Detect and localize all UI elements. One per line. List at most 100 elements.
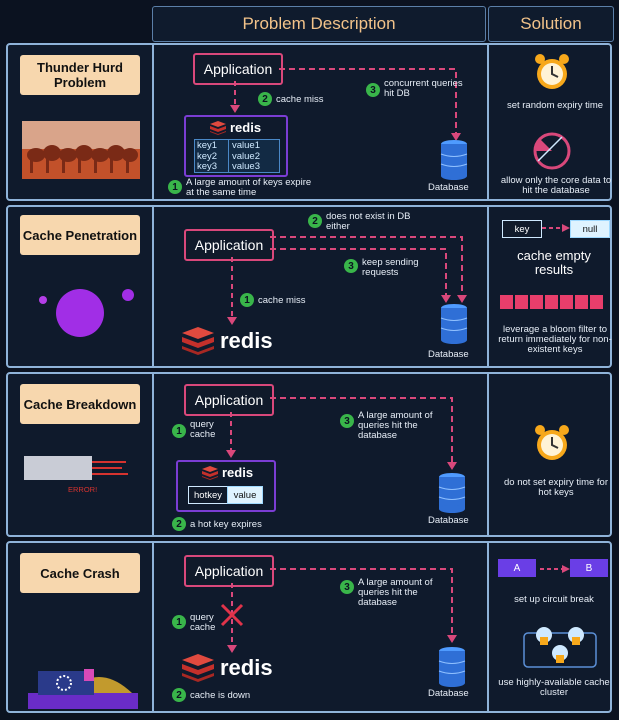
row-title: Thunder Hurd Problem bbox=[20, 55, 140, 95]
pie-filter-icon bbox=[533, 132, 571, 170]
row-title-text: Thunder Hurd Problem bbox=[37, 60, 123, 90]
step-2-badge: 2 bbox=[308, 214, 322, 228]
penetration-illustration bbox=[39, 289, 134, 337]
step-2-text: cache miss bbox=[276, 94, 324, 105]
column-divider bbox=[487, 374, 489, 535]
step-1-text: cache miss bbox=[258, 295, 306, 306]
redis-cache-box: redis key1 key2 key3 value1 value2 value… bbox=[184, 115, 288, 177]
arrows bbox=[226, 397, 457, 470]
database-label: Database bbox=[428, 349, 469, 360]
database-icon bbox=[438, 473, 466, 513]
column-divider bbox=[152, 543, 154, 711]
column-divider bbox=[487, 207, 489, 366]
step-3-badge: 3 bbox=[366, 83, 380, 97]
error-label: ERROR! bbox=[68, 485, 98, 494]
redis-icon bbox=[210, 121, 226, 135]
application-box: Application bbox=[184, 384, 274, 416]
arrow bbox=[542, 224, 570, 232]
step-2-badge: 2 bbox=[258, 92, 272, 106]
redis-icon bbox=[202, 466, 218, 480]
step-3-text: concurrent queries hit DB bbox=[384, 78, 463, 99]
step-3-badge: 3 bbox=[340, 414, 354, 428]
row-thunder-herd: Thunder Hurd Problem Application 2 cache… bbox=[6, 43, 612, 201]
kv-key: key3 bbox=[197, 161, 218, 172]
column-divider bbox=[152, 374, 154, 535]
row-title-text: Cache Penetration bbox=[22, 227, 138, 243]
database-label: Database bbox=[428, 688, 469, 699]
solution-text: do not set expiry time for hot keys bbox=[503, 477, 609, 498]
key-box: key bbox=[502, 220, 542, 238]
application-label: Application bbox=[194, 237, 264, 253]
step-2-badge: 2 bbox=[172, 688, 186, 702]
arrows bbox=[220, 568, 457, 653]
arrow bbox=[540, 565, 570, 573]
step-1-text: query cache bbox=[190, 419, 216, 440]
arrows bbox=[230, 68, 461, 141]
alarm-clock-icon bbox=[535, 425, 569, 460]
step-3-text: A large amount of queries hit the databa… bbox=[358, 577, 433, 608]
solution-text: allow only the core data to hit the data… bbox=[500, 175, 612, 196]
step-1-text: A large amount of keys expire at the sam… bbox=[186, 177, 312, 198]
kv-value: value2 bbox=[232, 151, 260, 162]
step-2-text: cache is down bbox=[190, 690, 251, 701]
step-1-text: query cache bbox=[190, 612, 216, 633]
crash-illustration bbox=[28, 669, 138, 709]
solution-text: set up circuit break bbox=[514, 594, 594, 605]
step-1-badge: 1 bbox=[172, 424, 186, 438]
node-a-box: A bbox=[498, 559, 536, 577]
header-solution: Solution bbox=[488, 6, 614, 42]
kv-key: key2 bbox=[197, 151, 218, 162]
row-title: Cache Breakdown bbox=[20, 384, 140, 424]
application-label: Application bbox=[194, 392, 264, 408]
database-label: Database bbox=[428, 182, 469, 193]
database-icon bbox=[440, 304, 468, 344]
x-mark-icon bbox=[220, 603, 244, 627]
cache-empty-results-text: cache empty results bbox=[517, 248, 591, 277]
application-box: Application bbox=[184, 229, 274, 261]
buffalo-herd-image bbox=[22, 121, 140, 179]
application-label: Application bbox=[194, 563, 264, 579]
step-2-badge: 2 bbox=[172, 517, 186, 531]
column-divider bbox=[487, 45, 489, 199]
column-divider bbox=[152, 207, 154, 366]
redis-label: redis bbox=[220, 328, 273, 353]
step-3-text: keep sending requests bbox=[362, 257, 419, 278]
row-cache-penetration: Cache Penetration Application 2 does not… bbox=[6, 205, 612, 368]
application-label: Application bbox=[203, 61, 273, 77]
redis-label: redis bbox=[222, 465, 254, 480]
header-problem-description: Problem Description bbox=[152, 6, 486, 42]
step-3-badge: 3 bbox=[344, 259, 358, 273]
step-2-text: a hot key expires bbox=[190, 519, 262, 530]
column-divider bbox=[487, 543, 489, 711]
solution-text: set random expiry time bbox=[506, 100, 604, 111]
step-3-text: A large amount of queries hit the databa… bbox=[358, 410, 433, 441]
row-title-text: Cache Breakdown bbox=[23, 396, 137, 412]
node-b-box: B bbox=[570, 559, 608, 577]
hotkey-cell: hotkey bbox=[188, 486, 228, 504]
redis-label: redis bbox=[230, 120, 262, 135]
row-title: Cache Crash bbox=[20, 553, 140, 593]
error-screen-illustration bbox=[24, 456, 128, 480]
kv-value: value3 bbox=[232, 161, 260, 172]
bloom-filter-bits bbox=[500, 295, 603, 309]
key-value-table: key1 key2 key3 value1 value2 value3 bbox=[194, 139, 280, 173]
value-cell: value bbox=[227, 486, 263, 504]
step-1-badge: 1 bbox=[240, 293, 254, 307]
null-box: null bbox=[570, 220, 610, 238]
redis-icon bbox=[182, 327, 214, 355]
step-1-badge: 1 bbox=[172, 615, 186, 629]
database-icon bbox=[438, 647, 466, 687]
redis-label: redis bbox=[220, 655, 273, 680]
application-box: Application bbox=[184, 555, 274, 587]
alarm-clock-icon bbox=[535, 54, 569, 89]
kv-value: value1 bbox=[232, 140, 260, 151]
kv-divider bbox=[228, 140, 229, 172]
row-title-text: Cache Crash bbox=[40, 565, 120, 581]
redis-cache-box: redis hotkey value bbox=[176, 460, 276, 512]
solution-text: leverage a bloom filter to return immedi… bbox=[498, 324, 612, 355]
redis-icon bbox=[182, 654, 214, 682]
step-3-badge: 3 bbox=[340, 580, 354, 594]
step-1-badge: 1 bbox=[168, 180, 182, 194]
arrows bbox=[227, 236, 467, 325]
kv-key: key1 bbox=[197, 140, 218, 151]
